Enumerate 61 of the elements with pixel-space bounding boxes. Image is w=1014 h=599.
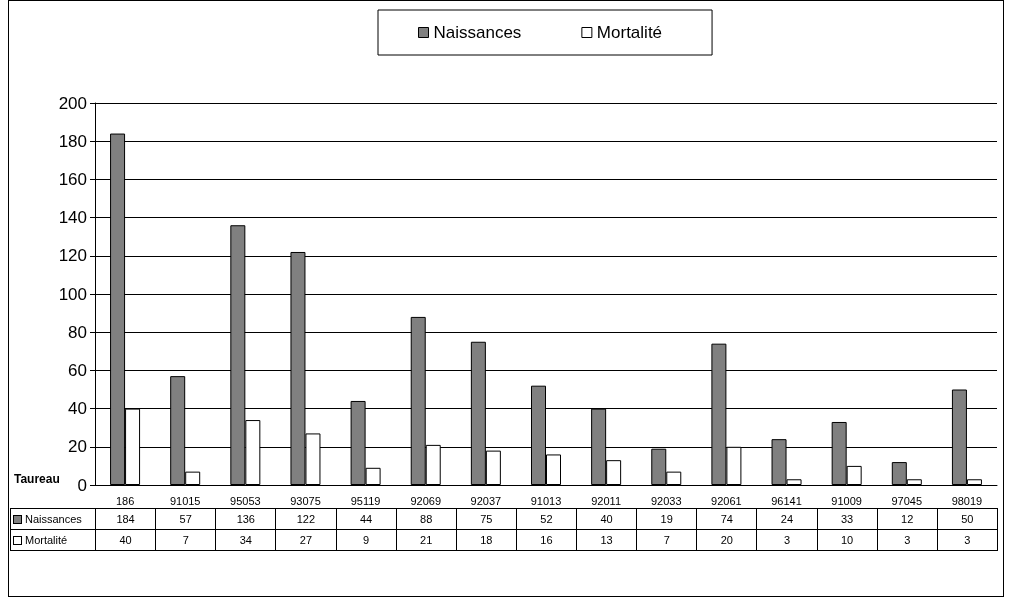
text: Mortalité bbox=[25, 534, 68, 546]
data-label: 7 bbox=[155, 529, 216, 551]
x-tick-label: 92011 bbox=[591, 494, 622, 507]
data-label: 19 bbox=[636, 508, 697, 530]
y-tick-label: 140 bbox=[58, 208, 87, 228]
data-label: 3 bbox=[877, 529, 938, 551]
y-tick-label: 160 bbox=[58, 169, 87, 189]
y-tick-label: 200 bbox=[58, 93, 87, 113]
x-tick-label: 92069 bbox=[410, 494, 442, 507]
y-tick-label: 20 bbox=[68, 437, 87, 457]
y-tick-label: 80 bbox=[68, 322, 87, 342]
data-label: 136 bbox=[215, 508, 276, 530]
legend-label: Naissances bbox=[433, 23, 522, 42]
x-tick-label: 91015 bbox=[169, 494, 201, 507]
text: Naissances bbox=[25, 513, 82, 525]
y-tick-label: 180 bbox=[58, 131, 87, 151]
x-tick-label: 92061 bbox=[711, 494, 742, 507]
data-label: 3 bbox=[756, 529, 817, 551]
x-tick-label: 95053 bbox=[230, 494, 261, 507]
y-tick-label: 60 bbox=[68, 360, 87, 380]
data-label: 13 bbox=[576, 529, 637, 551]
legend-label: Mortalité bbox=[596, 23, 663, 42]
data-label: 52 bbox=[516, 508, 577, 530]
x-tick-label: 92033 bbox=[650, 494, 682, 507]
data-label: 3 bbox=[937, 529, 998, 551]
x-tick-label: 93075 bbox=[290, 494, 321, 507]
x-tick-label: 95119 bbox=[350, 494, 381, 507]
data-label: 9 bbox=[336, 529, 397, 551]
data-label: 7 bbox=[636, 529, 697, 551]
x-tick-label: 186 bbox=[115, 494, 135, 507]
data-label: 34 bbox=[215, 529, 276, 551]
x-tick-label: 92037 bbox=[470, 494, 502, 507]
data-label: 122 bbox=[275, 508, 336, 530]
y-tick-label: 40 bbox=[68, 399, 87, 419]
x-tick-label: 97045 bbox=[891, 494, 923, 507]
data-label: 74 bbox=[696, 508, 757, 530]
data-label: 16 bbox=[516, 529, 577, 551]
x-tick-label: 96141 bbox=[771, 494, 802, 507]
data-label: 184 bbox=[95, 508, 156, 530]
data-label: 10 bbox=[817, 529, 878, 551]
data-label: 40 bbox=[576, 508, 637, 530]
data-label: 50 bbox=[937, 508, 998, 530]
x-tick-label: 91009 bbox=[831, 494, 862, 507]
data-label: 40 bbox=[95, 529, 156, 551]
data-label: 12 bbox=[877, 508, 938, 530]
y-tick-label: 0 bbox=[77, 475, 87, 495]
data-label: 24 bbox=[756, 508, 817, 530]
x-tick-label: 98019 bbox=[951, 494, 983, 507]
y-tick-label: 100 bbox=[58, 284, 87, 304]
data-label: 21 bbox=[396, 529, 457, 551]
data-label: 27 bbox=[275, 529, 336, 551]
data-label: 75 bbox=[456, 508, 517, 530]
x-tick-label: 91013 bbox=[530, 494, 562, 507]
x-axis-title: Taureau bbox=[14, 472, 60, 486]
data-label: 18 bbox=[456, 529, 517, 551]
data-label: 88 bbox=[396, 508, 457, 530]
data-label: 20 bbox=[696, 529, 757, 551]
data-label: 33 bbox=[817, 508, 878, 530]
data-label: 44 bbox=[336, 508, 397, 530]
y-tick-label: 120 bbox=[58, 246, 87, 266]
data-label: 57 bbox=[155, 508, 216, 530]
